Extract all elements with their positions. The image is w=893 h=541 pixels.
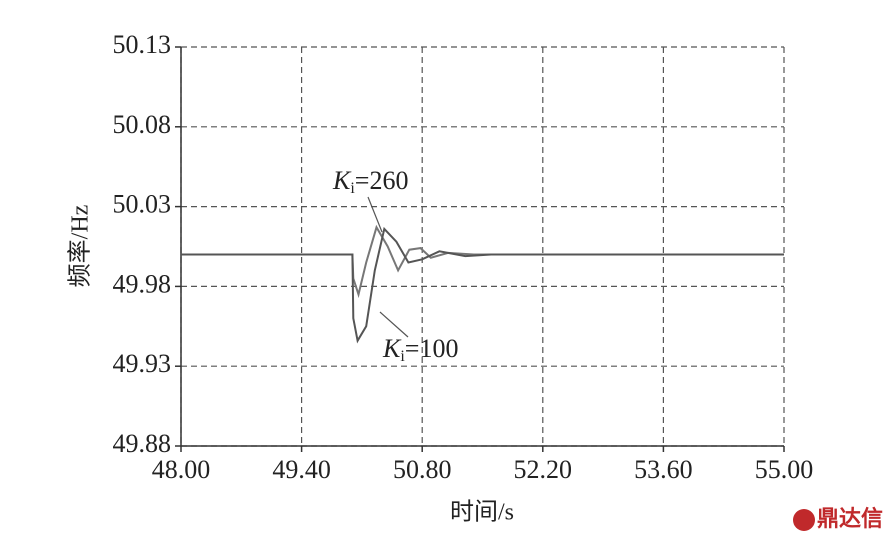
y-axis-label: 频率/Hz — [67, 205, 94, 288]
annotation-leader — [379, 311, 409, 338]
y-tick-label: 50.13 — [113, 30, 172, 59]
y-tick-label: 49.88 — [113, 429, 172, 458]
annotation: Ki=100 — [382, 334, 458, 365]
x-tick-label: 55.00 — [755, 455, 814, 484]
annotation-subscript: i — [350, 180, 355, 197]
watermark: 鼎达信 — [817, 506, 883, 532]
y-tick-label: 50.08 — [113, 110, 172, 139]
annotation-value: =260 — [355, 166, 409, 195]
annotation-subscript: i — [400, 348, 405, 365]
annotation-symbol: K — [332, 166, 352, 195]
x-tick-label: 52.20 — [514, 455, 573, 484]
x-tick-label: 53.60 — [634, 455, 693, 484]
x-axis-label: 时间/s — [450, 499, 514, 526]
x-tick-label: 48.00 — [152, 455, 211, 484]
annotation-symbol: K — [382, 334, 402, 363]
watermark-logo — [793, 509, 815, 531]
series-line — [181, 224, 784, 299]
y-tick-label: 49.93 — [113, 349, 172, 378]
y-tick-label: 49.98 — [113, 269, 172, 298]
annotation-value: =100 — [405, 334, 459, 363]
x-tick-label: 50.80 — [393, 455, 452, 484]
series-line — [181, 226, 784, 344]
annotation: Ki=260 — [332, 166, 408, 197]
y-tick-label: 50.03 — [113, 190, 172, 219]
annotation-leader — [367, 196, 383, 233]
x-tick-label: 49.40 — [272, 455, 331, 484]
